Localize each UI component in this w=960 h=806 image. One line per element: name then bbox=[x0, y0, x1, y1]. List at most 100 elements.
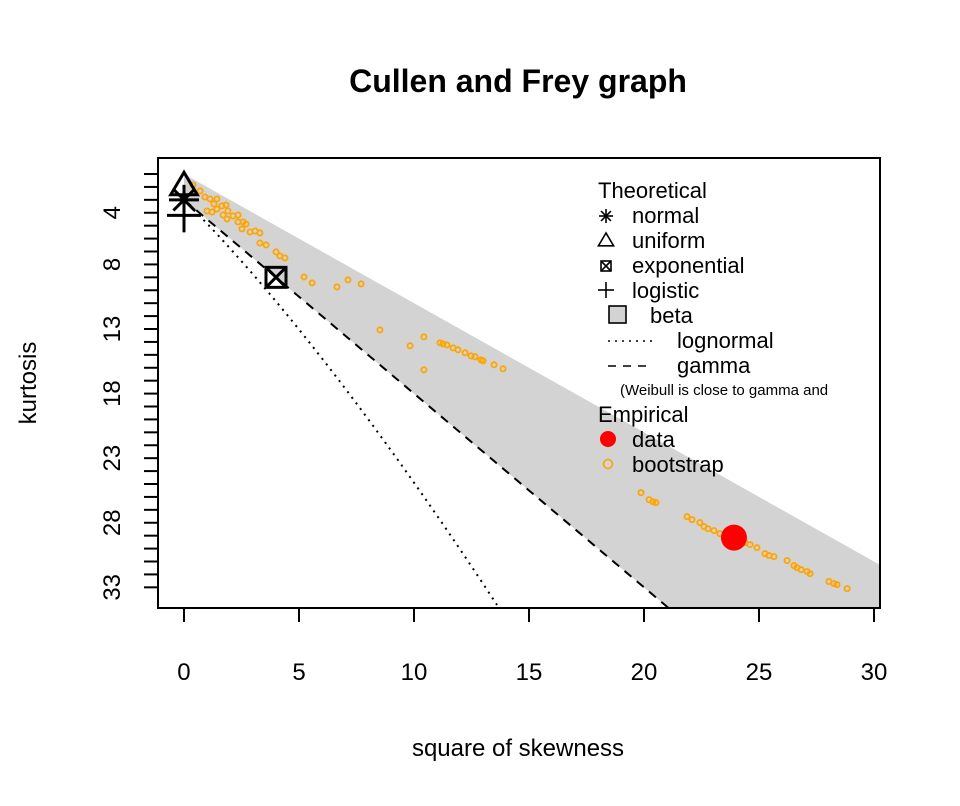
bootstrap-point bbox=[499, 365, 507, 373]
legend-logistic-label: logistic bbox=[632, 278, 699, 303]
bootstrap-point bbox=[783, 557, 791, 565]
bootstrap-point bbox=[344, 276, 352, 284]
bootstrap-point bbox=[219, 211, 227, 219]
x-tick-label: 10 bbox=[401, 659, 428, 686]
bootstrap-point bbox=[223, 215, 231, 223]
y-tick-label: 13 bbox=[99, 316, 126, 343]
legend-empirical-title: Empirical bbox=[598, 402, 688, 427]
bootstrap-point bbox=[300, 273, 308, 281]
bootstrap-point bbox=[479, 357, 487, 365]
legend-theoretical-title: Theoretical bbox=[598, 178, 707, 203]
bootstrap-point bbox=[806, 570, 814, 578]
legend-data-icon bbox=[600, 431, 616, 447]
bootstrap-point bbox=[652, 499, 660, 507]
bootstrap-point bbox=[208, 208, 216, 216]
bootstrap-point bbox=[376, 326, 384, 334]
x2 bbox=[600, 260, 612, 272]
bootstrap-point bbox=[213, 205, 221, 213]
bootstrap-point bbox=[206, 195, 214, 203]
bootstrap-point bbox=[454, 346, 462, 354]
bootstrap-point bbox=[256, 239, 264, 247]
bootstrap-point bbox=[224, 207, 232, 215]
x-axis-label: square of skewness bbox=[412, 735, 624, 762]
gamma-line bbox=[183, 199, 670, 608]
legend-normal-icon bbox=[599, 209, 613, 223]
y-tick-label: 18 bbox=[99, 380, 126, 407]
legend-beta-label: beta bbox=[650, 303, 694, 328]
legend-gamma-label: gamma bbox=[677, 353, 751, 378]
legend-normal-label: normal bbox=[632, 203, 699, 228]
legend-exponential-icon bbox=[600, 260, 612, 272]
bootstrap-point bbox=[238, 225, 246, 233]
bootstrap-point bbox=[683, 513, 691, 521]
bootstrap-point bbox=[770, 553, 778, 561]
legend-weibull-note: (Weibull is close to gamma and bbox=[620, 382, 828, 399]
bootstrap-point bbox=[471, 353, 479, 361]
legend-exponential-label: exponential bbox=[632, 253, 745, 278]
bootstrap-point bbox=[696, 519, 704, 527]
legend-logistic-icon bbox=[598, 282, 614, 298]
bootstrap-point bbox=[420, 366, 428, 374]
exponential-marker bbox=[264, 265, 288, 289]
bootstrap-point bbox=[797, 566, 805, 574]
plot-area bbox=[183, 174, 880, 608]
y-tick-label: 8 bbox=[99, 258, 126, 271]
star-stroke bbox=[600, 210, 612, 222]
legend-lognormal-label: lognormal bbox=[677, 328, 774, 353]
bootstrap-point bbox=[308, 279, 316, 287]
bootstrap-point bbox=[406, 342, 414, 350]
bootstrap-point bbox=[833, 581, 841, 589]
legend-bootstrap-label: bootstrap bbox=[632, 452, 724, 477]
logistic-marker bbox=[166, 198, 201, 233]
axes: 0 5 10 15 20 25 30 4 8 13 18 23 28 33 bbox=[99, 173, 888, 686]
bootstrap-point bbox=[461, 349, 469, 357]
chart-title: Cullen and Frey graph bbox=[349, 63, 687, 99]
y-tick-label: 4 bbox=[99, 206, 126, 219]
bootstrap-point bbox=[704, 525, 712, 533]
x-tick-label: 30 bbox=[861, 659, 888, 686]
bootstrap-point bbox=[439, 340, 447, 348]
legend-beta-icon bbox=[608, 305, 627, 324]
bootstrap-point bbox=[222, 201, 230, 209]
box bbox=[600, 260, 612, 272]
bootstrap-point bbox=[843, 585, 851, 593]
y-tick-label: 23 bbox=[99, 445, 126, 472]
bootstrap-point bbox=[753, 544, 761, 552]
bootstrap-point bbox=[688, 516, 696, 524]
bootstrap-point bbox=[256, 229, 264, 237]
bootstrap-point bbox=[467, 352, 475, 360]
bootstrap-point bbox=[746, 541, 754, 549]
bootstrap-point bbox=[272, 248, 280, 256]
bootstrap-point bbox=[490, 361, 498, 369]
y-tick-label: 33 bbox=[99, 574, 126, 601]
legend-bootstrap-icon bbox=[602, 458, 614, 470]
bootstrap-point bbox=[443, 341, 451, 349]
legend-symbols bbox=[596, 209, 652, 470]
x2 bbox=[264, 266, 288, 289]
bootstrap-point bbox=[262, 241, 270, 249]
legend: Theoretical normal uniform exponential l… bbox=[598, 178, 828, 477]
box bbox=[264, 265, 288, 289]
y-tick-label: 28 bbox=[99, 509, 126, 536]
bootstrap-point bbox=[210, 200, 218, 208]
x-tick-label: 5 bbox=[292, 659, 305, 686]
legend-data-label: data bbox=[632, 427, 676, 452]
bootstrap-point bbox=[333, 283, 341, 291]
bootstrap-point bbox=[637, 489, 645, 497]
bootstrap-point bbox=[281, 254, 289, 262]
legend-uniform-label: uniform bbox=[632, 228, 705, 253]
x-tick-label: 20 bbox=[631, 659, 658, 686]
bootstrap-point bbox=[234, 211, 242, 219]
bootstrap-point bbox=[420, 333, 428, 341]
y-axis-label: kurtosis bbox=[15, 342, 42, 425]
bootstrap-point bbox=[242, 220, 250, 228]
bootstrap-point bbox=[710, 527, 718, 535]
observed-data-point bbox=[720, 524, 747, 551]
bootstrap-point bbox=[213, 195, 221, 203]
bootstrap-point bbox=[357, 280, 365, 288]
theoretical-markers bbox=[166, 169, 288, 289]
x-tick-label: 0 bbox=[177, 659, 190, 686]
plot-box bbox=[157, 157, 881, 609]
x-tick-label: 25 bbox=[746, 659, 773, 686]
